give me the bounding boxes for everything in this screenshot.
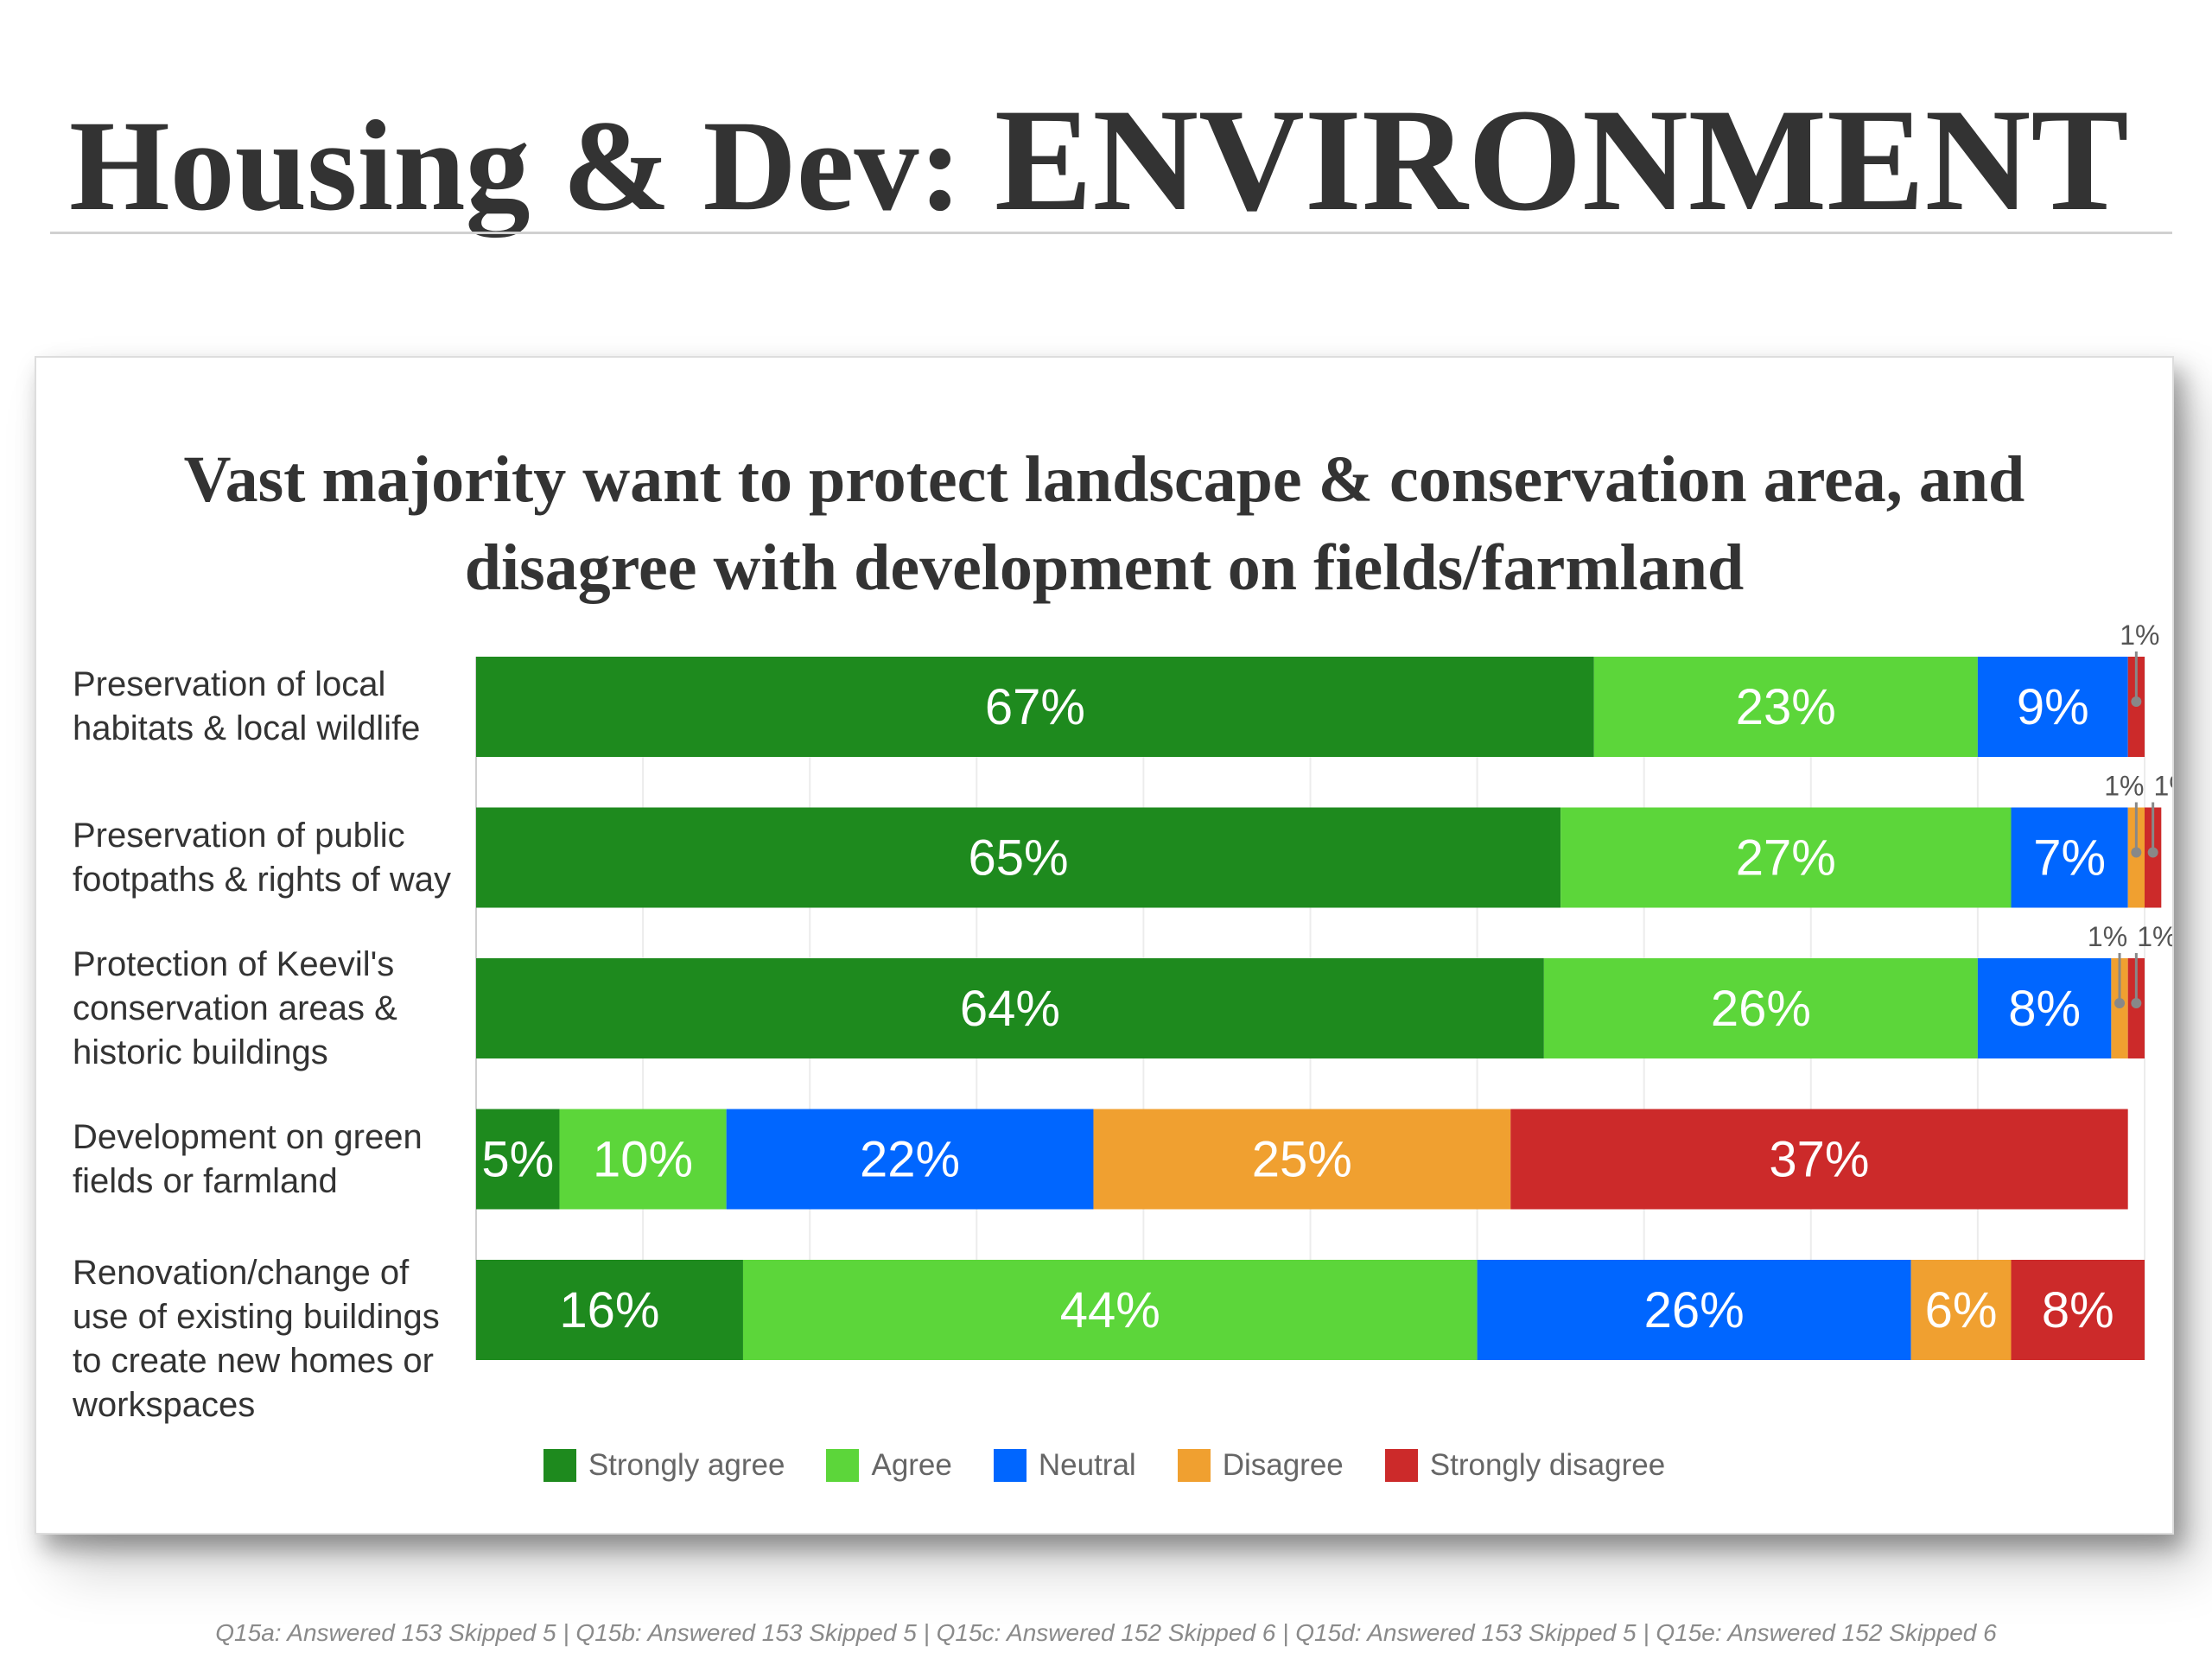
- data-label: 37%: [1769, 1132, 1869, 1188]
- data-label: 65%: [969, 830, 1069, 887]
- chart-legend: Strongly agree Agree Neutral Disagree Strong…: [36, 1448, 2172, 1483]
- legend-label: Strongly disagree: [1429, 1448, 1666, 1482]
- bar-segment-agree: [1593, 657, 1978, 757]
- chart-title: Vast majority want to protect landscape …: [36, 435, 2172, 612]
- bar-segment-agree: [1543, 958, 1978, 1058]
- category-label: Protection of Keevil's conservation areas…: [73, 943, 505, 1075]
- bar-segment-neutral: [1977, 657, 2128, 757]
- legend-swatch: [1384, 1449, 1418, 1482]
- data-label-dot: [2131, 847, 2142, 858]
- bar-segment-strongly-agree: [476, 807, 1561, 908]
- category-label: Preservation of local habitats & local wi…: [73, 663, 505, 751]
- bar-segment-disagree: [1093, 1109, 1511, 1210]
- data-label: 6%: [1925, 1282, 1998, 1338]
- category-label-line: Renovation/change of: [73, 1254, 410, 1292]
- bar-segment-neutral: [1977, 958, 2112, 1058]
- data-label: 1%: [2104, 771, 2144, 802]
- bar-segment-agree: [1560, 807, 2012, 908]
- legend-swatch: [826, 1449, 860, 1482]
- page-title-lead: Housing & Dev:: [69, 94, 995, 238]
- category-label-line: use of existing buildings: [73, 1298, 440, 1336]
- data-label: 26%: [1644, 1282, 1745, 1338]
- category-label-line: fields or farmland: [73, 1161, 338, 1200]
- category-label: Development on green fields or farmland: [73, 1116, 505, 1204]
- category-label-line: workspaces: [73, 1386, 256, 1424]
- page-title-accent: ENVIRONMENT: [994, 79, 2129, 241]
- data-label: 7%: [2033, 830, 2106, 887]
- category-label-line: habitats & local wildlife: [73, 709, 421, 747]
- data-label: 1%: [2088, 921, 2127, 952]
- data-label: 26%: [1711, 981, 1811, 1037]
- legend-item: Neutral: [993, 1448, 1136, 1483]
- chart-title-line: Vast majority want to protect landscape …: [183, 443, 2025, 516]
- data-label: 8%: [2008, 981, 2081, 1037]
- data-label-dot: [2147, 847, 2158, 858]
- bar-segment-neutral: [2011, 807, 2128, 908]
- bar-segment-strongly-disagree: [1510, 1109, 2128, 1210]
- legend-label: Strongly agree: [588, 1448, 785, 1482]
- bar-segment-strongly-agree: [476, 657, 1594, 757]
- category-label-line: Development on green: [73, 1117, 423, 1156]
- data-label: 16%: [559, 1282, 659, 1338]
- data-label: 23%: [1736, 679, 1836, 735]
- bar-segment-agree: [559, 1109, 727, 1210]
- legend-item: Agree: [826, 1448, 952, 1483]
- category-label-line: conservation areas &: [73, 988, 397, 1027]
- data-label: 10%: [593, 1132, 693, 1188]
- bar-segment-neutral: [1477, 1260, 1911, 1360]
- data-label: 8%: [2042, 1282, 2114, 1338]
- chart-title-line: disagree with development on fields/farm…: [464, 531, 1745, 604]
- legend-label: Disagree: [1222, 1448, 1344, 1482]
- legend-swatch: [993, 1449, 1027, 1482]
- data-label: 1%: [2120, 620, 2159, 651]
- bar-segment-strongly-disagree: [2011, 1260, 2145, 1360]
- category-label: Renovation/change of use of existing buil…: [73, 1251, 505, 1427]
- stacked-bar-chart: 67%23%9%1%65%27%7%1%1%64%26%8%1%1%5%10%2…: [475, 620, 2172, 1360]
- data-label: 67%: [985, 679, 1085, 735]
- data-label: 1%: [2154, 771, 2172, 802]
- bar-segment-agree: [742, 1260, 1478, 1360]
- legend-item: Disagree: [1177, 1448, 1344, 1483]
- legend-swatch: [1177, 1449, 1211, 1482]
- category-label-line: Preservation of local: [73, 665, 386, 703]
- data-label: 5%: [481, 1132, 554, 1188]
- category-label-line: Protection of Keevil's: [73, 944, 395, 983]
- data-label-dot: [2131, 998, 2142, 1008]
- data-label: 1%: [2137, 921, 2172, 952]
- page-title: Housing & Dev: ENVIRONMENT: [69, 86, 2129, 233]
- chart-card: Vast majority want to protect landscape …: [35, 356, 2174, 1535]
- legend-label: Neutral: [1038, 1448, 1136, 1482]
- data-label: 27%: [1736, 830, 1836, 887]
- title-divider: [50, 232, 2172, 234]
- footnote: Q15a: Answered 153 Skipped 5 | Q15b: Ans…: [215, 1619, 1997, 1646]
- legend-swatch: [543, 1449, 576, 1482]
- data-label: 44%: [1060, 1282, 1160, 1338]
- bar-segment-neutral: [726, 1109, 1094, 1210]
- bar-segment-strongly-agree: [476, 1260, 743, 1360]
- legend-item: Strongly agree: [543, 1448, 785, 1483]
- category-label-line: to create new homes or: [73, 1342, 434, 1380]
- data-label: 9%: [2017, 679, 2089, 735]
- bar-segment-disagree: [1910, 1260, 2012, 1360]
- legend-label: Agree: [871, 1448, 952, 1482]
- category-label: Preservation of public footpaths & rights…: [73, 814, 505, 902]
- bar-segment-strongly-agree: [476, 958, 1544, 1058]
- data-label: 64%: [960, 981, 1060, 1037]
- data-label: 25%: [1252, 1132, 1352, 1188]
- category-label-line: footpaths & rights of way: [73, 860, 452, 899]
- category-label-line: Preservation of public: [73, 816, 405, 855]
- category-label-line: historic buildings: [73, 1033, 328, 1071]
- legend-item: Strongly disagree: [1384, 1448, 1666, 1483]
- data-label-dot: [2131, 696, 2142, 707]
- data-label-dot: [2114, 998, 2126, 1008]
- bar-segment-strongly-agree: [476, 1109, 560, 1210]
- data-label: 22%: [860, 1132, 960, 1188]
